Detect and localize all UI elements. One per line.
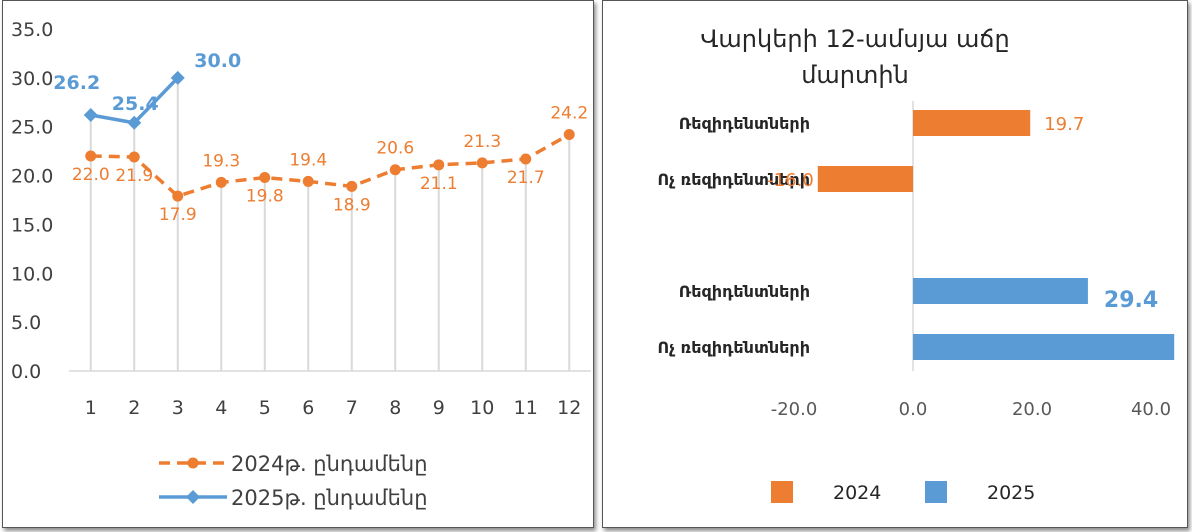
legend-label-2024: 2024 — [833, 482, 881, 504]
data-label-2024: 19.7 — [1044, 114, 1084, 135]
data-label-2024: 17.9 — [159, 205, 197, 225]
x-tick-label: 4 — [215, 397, 227, 419]
y-tick-label: 10.0 — [11, 263, 53, 285]
data-label-2024: 19.8 — [246, 187, 284, 207]
chart-title-line-1: Վարկերի 12-ամսյա աճը — [700, 25, 1009, 53]
data-label-2024: 21.3 — [463, 132, 501, 152]
x-tick-label: 3 — [172, 397, 184, 419]
bar-chart-panel: Վարկերի 12-ամսյա աճը մարտին -20.0 0.0 20.0 40… — [602, 0, 1188, 528]
y-tick-label: 35.0 — [11, 19, 53, 41]
legend-label-2025: 2025 — [987, 482, 1035, 504]
data-label-2024: 21.1 — [420, 174, 458, 194]
data-point-2024 — [259, 172, 271, 184]
data-point-2024 — [172, 190, 184, 202]
x-tick-label: 6 — [302, 397, 314, 419]
x-tick-label: 20.0 — [1012, 399, 1052, 420]
data-label-2025: 25.4 — [112, 93, 159, 115]
y-tick-label: 0.0 — [11, 361, 41, 383]
x-tick-label: 10 — [470, 397, 494, 419]
x-tick-label: 2 — [128, 397, 140, 419]
data-label-2024: 19.3 — [202, 151, 240, 171]
bar-2025 — [913, 278, 1088, 304]
data-point-2024 — [302, 175, 314, 187]
data-point-2024 — [389, 164, 401, 176]
data-label-2024: 19.4 — [289, 150, 327, 170]
data-label-2024: 20.6 — [376, 139, 414, 159]
legend-label-2025: 2025թ. ընդամենը — [231, 486, 428, 510]
legend-label-2024: 2024թ. ընդամենը — [231, 452, 428, 476]
data-label-2025: 30.0 — [194, 50, 241, 72]
category-label: Ռեզիդենտների — [679, 282, 810, 301]
y-tick-label: 30.0 — [11, 68, 53, 90]
data-point-2024 — [433, 159, 445, 171]
data-point-2025 — [127, 115, 142, 130]
data-label-2024: 22.0 — [72, 165, 110, 185]
legend-marker-2025 — [186, 490, 200, 504]
category-label: Ոչ ռեզիդենտների — [657, 170, 810, 189]
x-tick-label: 5 — [259, 397, 271, 419]
data-point-2024 — [520, 153, 532, 165]
category-label: Ոչ ռեզիդենտների — [657, 338, 810, 357]
data-label-2024: 18.9 — [333, 195, 371, 215]
data-point-2024 — [563, 129, 575, 141]
bar-2024 — [817, 166, 913, 192]
category-label: Ռեզիդենտների — [679, 114, 810, 133]
data-point-2024 — [476, 157, 488, 169]
y-tick-label: 25.0 — [11, 117, 53, 139]
x-tick-label: 40.0 — [1131, 399, 1171, 420]
x-tick-label: 8 — [389, 397, 401, 419]
x-tick-label: 7 — [346, 397, 358, 419]
legend-swatch-2024 — [771, 481, 793, 503]
x-tick-label: 0.0 — [899, 399, 928, 420]
legend-swatch-2025 — [925, 481, 947, 503]
x-tick-label: -20.0 — [771, 399, 818, 420]
data-label-2024: 21.9 — [115, 166, 153, 186]
x-tick-label: 1 — [85, 397, 97, 419]
x-tick-label: 12 — [557, 397, 581, 419]
x-tick-label: 11 — [514, 397, 538, 419]
y-tick-label: 20.0 — [11, 166, 53, 188]
chart-title-line-2: մարտին — [801, 61, 909, 89]
y-tick-label: 15.0 — [11, 214, 53, 236]
line-chart: 0.05.010.015.020.025.030.035.01 2 3 4 5 6 7 8 9 1… — [11, 19, 591, 510]
data-point-2025 — [170, 70, 185, 85]
line-chart-panel: 0.0 5.0 10.0 15.0 20.0 25.0 30.0 35.0 1 2 3 4 5 6 7 8 9 1… — [2, 0, 594, 528]
x-tick-label: 9 — [433, 397, 445, 419]
bar-2025 — [913, 334, 1175, 360]
bar-chart: Վարկերի 12-ամսյա աճը մարտին -20.0 0.0 20.0 40… — [657, 25, 1175, 504]
data-label-2025: 26.2 — [53, 72, 100, 94]
data-label-2024: 21.7 — [507, 168, 545, 188]
data-label-2025: 29.4 — [1104, 288, 1158, 313]
data-point-2024 — [128, 151, 140, 163]
data-point-2024 — [346, 180, 358, 192]
data-label-2024: -16.0 — [767, 170, 814, 191]
legend-marker-2024 — [187, 457, 199, 469]
data-point-2024 — [215, 176, 227, 188]
bar-2024 — [913, 110, 1031, 136]
y-tick-label: 5.0 — [11, 312, 41, 334]
series-line-2024 — [90, 133, 571, 199]
data-point-2024 — [85, 150, 97, 162]
data-label-2024: 24.2 — [550, 104, 588, 124]
data-point-2025 — [83, 107, 98, 122]
